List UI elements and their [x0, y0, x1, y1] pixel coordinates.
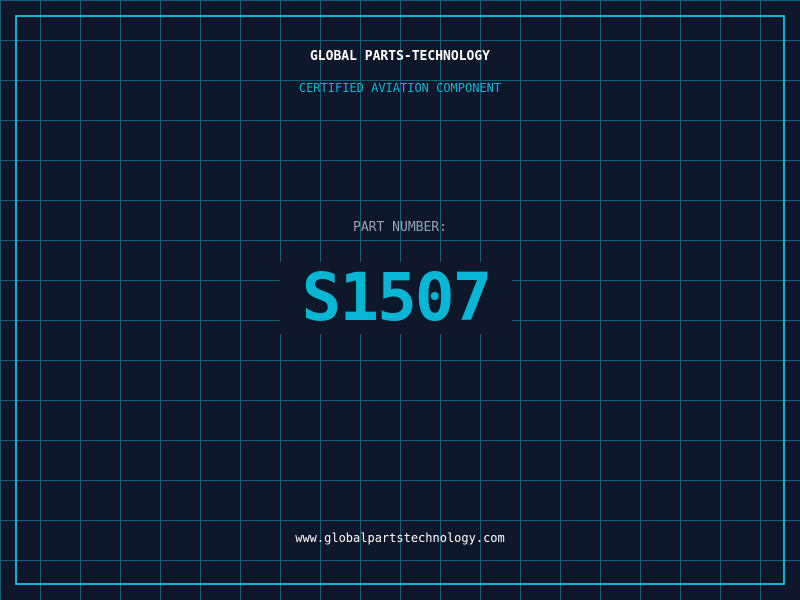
subtitle: CERTIFIED AVIATION COMPONENT [298, 81, 502, 95]
company-title: GLOBAL PARTS-TECHNOLOGY [309, 49, 490, 64]
part-number: S1507 [280, 262, 512, 334]
website-url: www.globalpartstechnology.com [295, 531, 505, 545]
border-frame [15, 15, 785, 585]
part-number-label: PART NUMBER: [353, 220, 447, 235]
